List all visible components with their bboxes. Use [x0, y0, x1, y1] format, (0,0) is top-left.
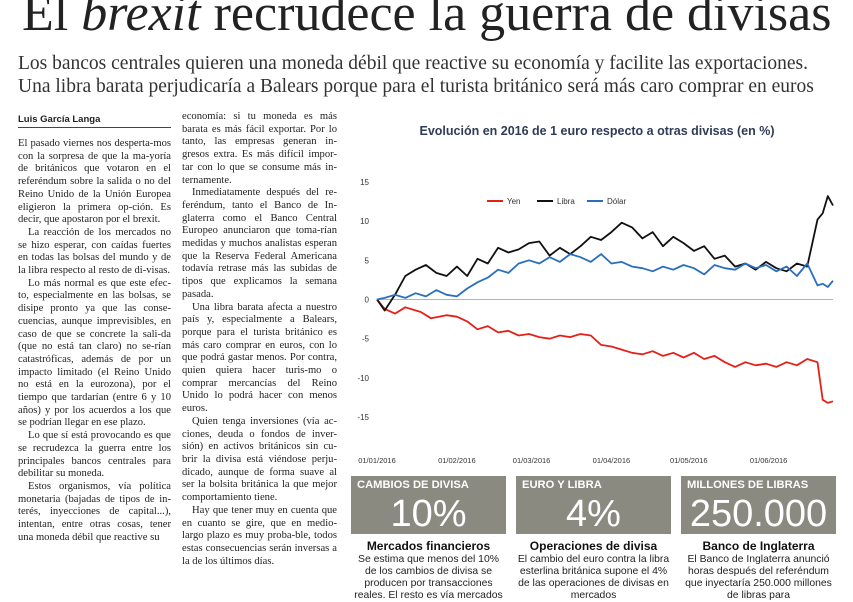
author-rule — [18, 127, 171, 128]
paragraph: Estos organismos, vía política monetaria… — [18, 480, 171, 543]
stat-band — [516, 476, 671, 534]
series-line-dólar — [376, 253, 834, 301]
stat-card-1: CAMBIOS DE DIVISA 10% Mercados financier… — [351, 476, 506, 601]
x-tick-label: 01/05/2016 — [670, 456, 708, 465]
stat-text: El cambio del euro contra la libra ester… — [517, 554, 670, 601]
stat-band — [681, 476, 836, 534]
x-tick-label: 01/04/2016 — [593, 456, 631, 465]
subtitle-line-2: Una libra barata perjudicaría a Balears … — [18, 76, 814, 97]
stat-value: 10% — [390, 493, 467, 535]
stat-card-3: MILLONES DE LIBRAS 250.000 Banco de Ingl… — [681, 476, 836, 601]
y-tick-label: -5 — [362, 335, 370, 344]
x-tick-label: 01/02/2016 — [438, 456, 476, 465]
paragraph: La reacción de los mercados no se hizo e… — [18, 226, 171, 277]
stat-label: EURO Y LIBRA — [522, 479, 602, 491]
paragraph: Una libra barata afecta a nuestro país y… — [182, 301, 337, 415]
y-tick-label: -10 — [357, 374, 369, 383]
stat-title: Mercados financieros — [366, 539, 491, 553]
article-column-2: economía: si tu moneda es más barata es … — [182, 111, 337, 600]
legend-label: Yen — [507, 197, 521, 206]
headline-italic: brexit — [81, 0, 201, 42]
currency-chart: Evolución en 2016 de 1 euro respecto a o… — [347, 112, 847, 472]
series-line-yen — [376, 298, 834, 404]
stat-title: Banco de Inglaterra — [702, 539, 815, 553]
stat-text: Se estima que menos del 10% de los cambi… — [354, 554, 503, 601]
paragraph: Lo que sí está provocando es que se recr… — [18, 430, 171, 480]
subtitle: Los bancos centrales quieren una moneda … — [18, 52, 848, 98]
legend-label: Libra — [557, 197, 575, 206]
stat-title: Operaciones de divisa — [529, 539, 658, 553]
paragraph: Lo más normal es que este efec-to, espec… — [18, 277, 171, 429]
stat-value: 250.000 — [689, 493, 828, 535]
stat-text: El Banco de Inglaterra anunció horas des… — [685, 554, 832, 601]
author: Luis García Langa — [18, 114, 101, 125]
series-line-libra — [376, 195, 834, 312]
y-tick-label: 10 — [360, 217, 369, 226]
chart-canvas: 15 10 5 0 -5 -10 -15 01/01/2016 01/02/2016 01/03/… — [357, 178, 834, 465]
y-tick-label: 15 — [360, 178, 369, 187]
chart-title: Evolución en 2016 de 1 euro respecto a o… — [419, 124, 775, 138]
paragraph: Hay que tener muy en cuenta que en cuant… — [182, 504, 337, 567]
paragraph: El pasado viernes nos desperta-mos con l… — [18, 138, 171, 226]
paragraph: Inmediatamente después del re-feréndum, … — [182, 187, 337, 300]
stat-band — [351, 476, 506, 534]
paragraph: economía: si tu moneda es más barata es … — [182, 111, 337, 186]
stat-label: CAMBIOS DE DIVISA — [357, 479, 469, 491]
x-tick-label: 01/06/2016 — [750, 456, 788, 465]
legend-label: Dólar — [607, 197, 626, 206]
y-tick-label: 0 — [365, 296, 370, 305]
headline: El brexit recrudece la guerra de divisas — [22, 0, 831, 44]
x-tick-label: 01/03/2016 — [513, 456, 551, 465]
stat-label: MILLONES DE LIBRAS — [687, 479, 809, 491]
paragraph: Quien tenga inversiones (vía ac-ciones, … — [182, 415, 337, 504]
subtitle-line-1: Los bancos centrales quieren una moneda … — [18, 53, 808, 74]
stat-value: 4% — [566, 493, 621, 535]
y-tick-label: 5 — [365, 256, 370, 265]
article-column-1: El pasado viernes nos desperta-mos con l… — [18, 138, 171, 600]
stat-card-2: EURO Y LIBRA 4% Operaciones de divisa El… — [516, 476, 671, 601]
y-tick-label: -15 — [357, 413, 369, 422]
x-tick-label: 01/01/2016 — [358, 456, 396, 465]
